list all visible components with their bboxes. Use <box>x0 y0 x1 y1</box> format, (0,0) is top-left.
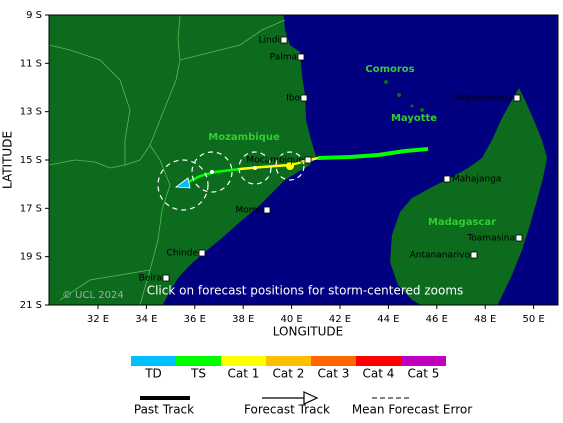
lon-label: 32 E <box>87 314 109 325</box>
map-content <box>49 15 547 305</box>
place-marker <box>162 274 170 282</box>
category-label: TS <box>190 367 206 381</box>
track-legend-label: Forecast Track <box>244 403 330 417</box>
place-marker <box>280 36 288 44</box>
place-label: Toamasina <box>466 234 515 244</box>
island <box>397 93 401 97</box>
place-marker <box>263 206 271 214</box>
country-label: Madagascar <box>428 217 496 228</box>
category-swatch <box>311 356 356 366</box>
place-label: Ibo <box>286 94 300 104</box>
lat-label: 21 S <box>20 300 42 311</box>
border <box>177 15 181 61</box>
place-marker <box>443 175 451 183</box>
africa-land <box>49 15 316 305</box>
place-label: Moma <box>235 206 263 216</box>
country-label: Mayotte <box>391 113 437 124</box>
border <box>49 44 131 165</box>
island <box>420 108 424 112</box>
border <box>49 59 181 169</box>
copyright: © UCL 2024 <box>62 290 124 301</box>
place-marker <box>513 94 521 102</box>
place-marker <box>470 251 478 259</box>
forecast-position[interactable] <box>210 170 214 174</box>
category-swatch <box>221 356 266 366</box>
lon-label: 34 E <box>135 314 157 325</box>
category-swatch <box>176 356 221 366</box>
place-marker <box>297 53 305 61</box>
lon-label: 38 E <box>232 314 254 325</box>
lat-label: 11 S <box>20 58 42 69</box>
lat-label: 15 S <box>20 155 42 166</box>
island <box>410 104 414 108</box>
forecast-error-circle <box>275 151 305 181</box>
forecast-error-circle <box>238 151 272 185</box>
forecast-error-circle <box>191 151 233 193</box>
forecast-error-circle <box>157 159 209 211</box>
lat-label: 17 S <box>20 203 42 214</box>
lon-label: 36 E <box>184 314 206 325</box>
lat-label: 13 S <box>20 107 42 118</box>
forecast-track-ts <box>182 167 241 187</box>
border <box>59 269 151 301</box>
place-label: Palma <box>270 53 297 63</box>
category-label: Cat 5 <box>408 367 440 381</box>
place-marker <box>198 249 206 257</box>
country-label: Mozambique <box>208 132 280 143</box>
lon-label: 42 E <box>329 314 351 325</box>
category-label: Cat 2 <box>273 367 305 381</box>
forecast-position[interactable] <box>253 166 257 170</box>
place-marker <box>304 156 312 164</box>
category-label: Cat 4 <box>363 367 395 381</box>
place-label: Mocambique <box>246 156 304 166</box>
x-axis-title: LONGITUDE <box>273 325 343 339</box>
place-marker <box>300 94 308 102</box>
lon-label: 44 E <box>377 314 399 325</box>
borders <box>49 15 286 305</box>
forecast-arrow <box>303 391 319 405</box>
lat-label: 19 S <box>20 252 42 263</box>
category-swatch <box>356 356 401 366</box>
track-legend-label: Past Track <box>134 403 194 417</box>
lon-label: 50 E <box>522 314 544 325</box>
border <box>179 19 286 61</box>
country-label: Comoros <box>365 64 414 75</box>
place-label: Antseranana <box>456 94 513 104</box>
storm-track <box>157 147 429 211</box>
place-label: Lindi <box>259 36 280 46</box>
category-label: Cat 3 <box>318 367 350 381</box>
place-label: Mahajanga <box>452 175 501 185</box>
place-marker <box>515 234 523 242</box>
track-legend-label: Mean Forecast Error <box>352 403 472 417</box>
lat-label: 9 S <box>26 10 42 21</box>
place-label: Chinde <box>167 249 199 259</box>
category-label: Cat 1 <box>228 367 260 381</box>
lon-label: 46 E <box>426 314 448 325</box>
place-label: Beira <box>139 274 162 284</box>
legend: TD TS Cat 1 Cat 2 Cat 3 Cat 4 Cat 5 Past Track F… <box>131 356 472 417</box>
madagascar-land <box>390 88 547 305</box>
category-swatch <box>401 356 446 366</box>
zoom-hint[interactable]: Click on forecast positions for storm-ce… <box>147 284 464 298</box>
lon-label: 40 E <box>280 314 302 325</box>
category-swatch <box>266 356 311 366</box>
place-label: Antananarivo <box>410 251 471 261</box>
current-position[interactable] <box>286 162 294 170</box>
forecast-track-cat1 <box>239 156 319 171</box>
past-track <box>317 147 429 160</box>
category-swatch <box>131 356 176 366</box>
map: Lindi Palma Ibo Mocambique Moma Chinde Beira An… <box>48 14 559 306</box>
track-arrow <box>174 177 191 189</box>
lon-label: 48 E <box>474 314 496 325</box>
category-label: TD <box>144 367 162 381</box>
y-axis-title: LATITUDE <box>1 131 15 189</box>
island <box>384 80 388 84</box>
